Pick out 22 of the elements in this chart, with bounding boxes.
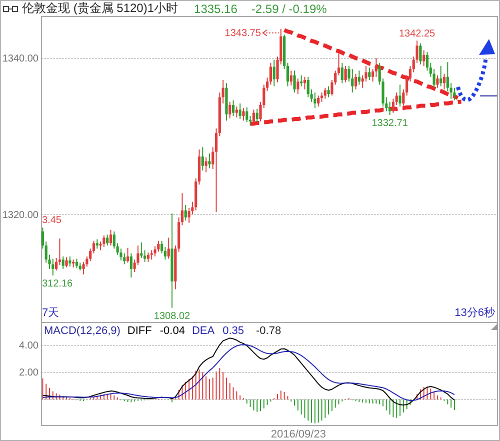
annotation: 7天 [42, 307, 60, 319]
y-tick-label: 4.00 [19, 340, 39, 352]
annotation: 1308.02 [154, 310, 191, 322]
annotation: 3.45 [42, 215, 62, 226]
chart-subtitle: 1335.16 [194, 2, 238, 16]
text: DIFF [127, 324, 152, 336]
annotation: -0.04 [160, 324, 185, 336]
annotation: 1343.75 [224, 28, 262, 39]
y-tick-label: 2.00 [19, 368, 39, 379]
annotation: 1332.71 [372, 118, 408, 130]
y-tick-label: 1320.00 [2, 210, 39, 221]
annotation: 13分6秒 [454, 307, 495, 319]
chart-title: 伦敦金现 (贵金属 5120)1小时 [22, 0, 178, 17]
series-label: DEA [192, 324, 215, 336]
y-tick-label: 1340.00 [2, 54, 39, 65]
x-tick-label: 2016/09/23 [270, 428, 326, 440]
text: -2.59 / -0.19% [251, 2, 327, 16]
annotation: 0.35 [222, 324, 244, 336]
annotation: 312.16 [42, 278, 74, 290]
annotation: 1342.25 [398, 28, 436, 40]
chart-title: MACD(12,26,9) [44, 324, 120, 336]
annotation: -0.78 [256, 324, 282, 336]
